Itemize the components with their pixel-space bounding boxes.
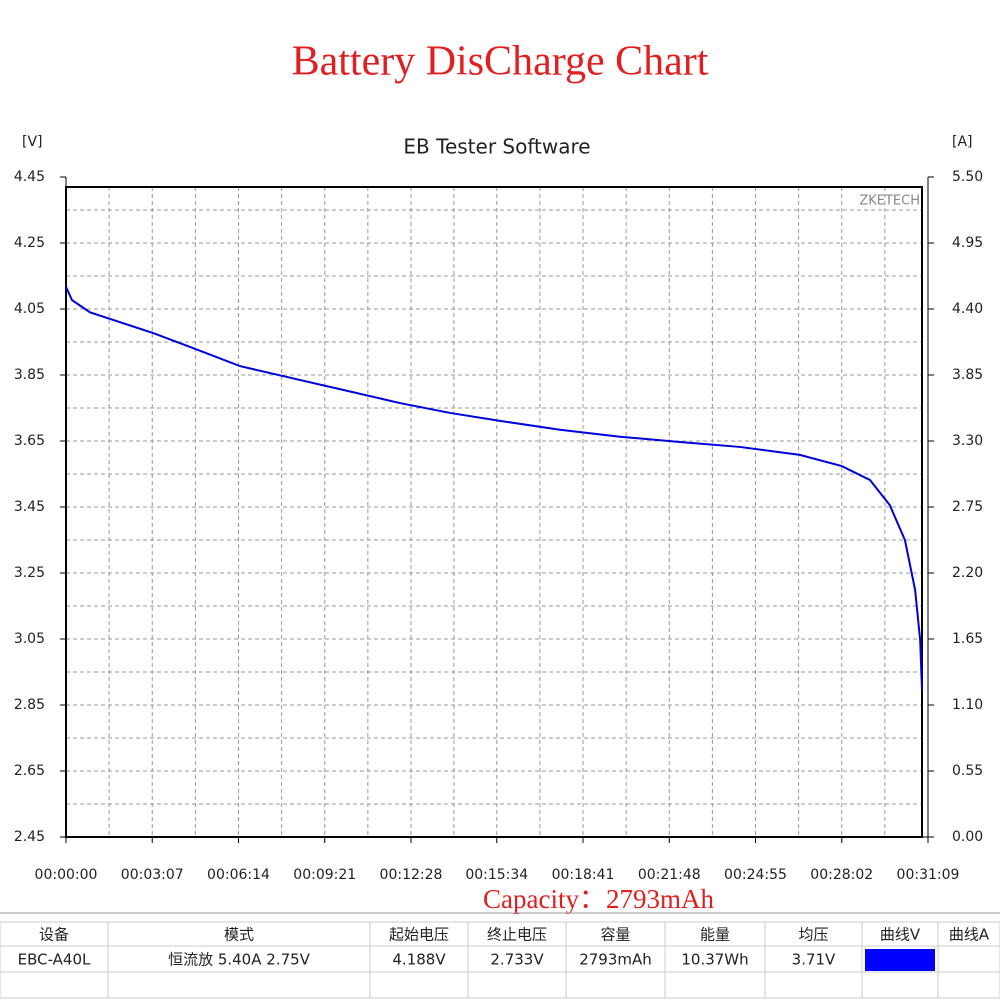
x-tick-label: 00:12:28 <box>380 867 443 883</box>
chart-subtitle: EB Tester Software <box>403 135 590 159</box>
x-tick-label: 00:06:14 <box>207 867 270 883</box>
table-cell: EBC-A40L <box>18 951 91 969</box>
y2-tick-label: 4.95 <box>952 235 983 251</box>
x-tick-label: 00:24:55 <box>724 867 787 883</box>
table-cell: 3.71V <box>792 951 836 969</box>
y2-tick-label: 1.65 <box>952 631 983 647</box>
y-tick-label: 4.45 <box>14 169 45 185</box>
x-tick-label: 00:00:00 <box>35 867 98 883</box>
table-header-cell: 起始电压 <box>389 926 449 944</box>
table-cell: 恒流放 5.40A 2.75V <box>168 951 311 969</box>
table-cell: 2.733V <box>490 951 544 969</box>
y-tick-label: 3.45 <box>14 499 45 515</box>
y2-tick-label: 2.75 <box>952 499 983 515</box>
table-header-cell: 曲线V <box>880 926 921 944</box>
y-tick-label: 3.05 <box>14 631 45 647</box>
y-tick-label: 3.25 <box>14 565 45 581</box>
table-header-cell: 曲线A <box>949 926 990 944</box>
y-tick-label: 4.05 <box>14 301 45 317</box>
plot-frame <box>65 186 923 838</box>
table-header-cell: 设备 <box>39 926 69 944</box>
table-header-cell: 容量 <box>600 926 630 944</box>
y2-tick-label: 2.20 <box>952 565 983 581</box>
y-tick-label: 3.85 <box>14 367 45 383</box>
voltage-line <box>65 286 924 691</box>
table-cell: 4.188V <box>392 951 446 969</box>
x-tick-label: 00:15:34 <box>465 867 528 883</box>
y2-tick-label: 0.00 <box>952 829 983 845</box>
x-tick-label: 00:28:02 <box>810 867 873 883</box>
y2-axis-label: [A] <box>952 134 973 150</box>
x-tick-label: 00:31:09 <box>897 867 960 883</box>
y-tick-label: 4.25 <box>14 235 45 251</box>
watermark: ZKETECH <box>859 194 920 209</box>
y2-tick-label: 1.10 <box>952 697 983 713</box>
table-header-cell: 均压 <box>798 926 828 944</box>
y2-tick-label: 4.40 <box>952 301 983 317</box>
annotation: Capacity：2793mAh <box>483 884 714 914</box>
y2-tick-label: 3.30 <box>952 433 983 449</box>
table-header-cell: 终止电压 <box>487 926 547 944</box>
y-tick-label: 2.85 <box>14 697 45 713</box>
curve-swatch <box>865 949 935 971</box>
y-tick-label: 2.65 <box>14 763 45 779</box>
table-header-cell: 模式 <box>224 926 254 944</box>
y-tick-label: 3.65 <box>14 433 45 449</box>
y2-tick-label: 5.50 <box>952 169 983 185</box>
y2-tick-label: 3.85 <box>952 367 983 383</box>
x-tick-label: 00:18:41 <box>552 867 615 883</box>
table-header-cell: 能量 <box>700 926 730 944</box>
x-tick-label: 00:03:07 <box>121 867 184 883</box>
y-axis-label: [V] <box>22 134 43 150</box>
y-tick-label: 2.45 <box>14 829 45 845</box>
y2-tick-label: 0.55 <box>952 763 983 779</box>
chart-title: Battery DisCharge Chart <box>292 39 709 85</box>
x-tick-label: 00:09:21 <box>293 867 356 883</box>
table-cell: 10.37Wh <box>681 951 748 969</box>
table-cell: 2793mAh <box>579 951 652 969</box>
summary-table: 设备 模式 起始电压 终止电压 容量 能量 均压 曲线V 曲线A EBC-A40L 恒流放 5.40… <box>0 912 1000 999</box>
x-tick-label: 00:21:48 <box>638 867 701 883</box>
